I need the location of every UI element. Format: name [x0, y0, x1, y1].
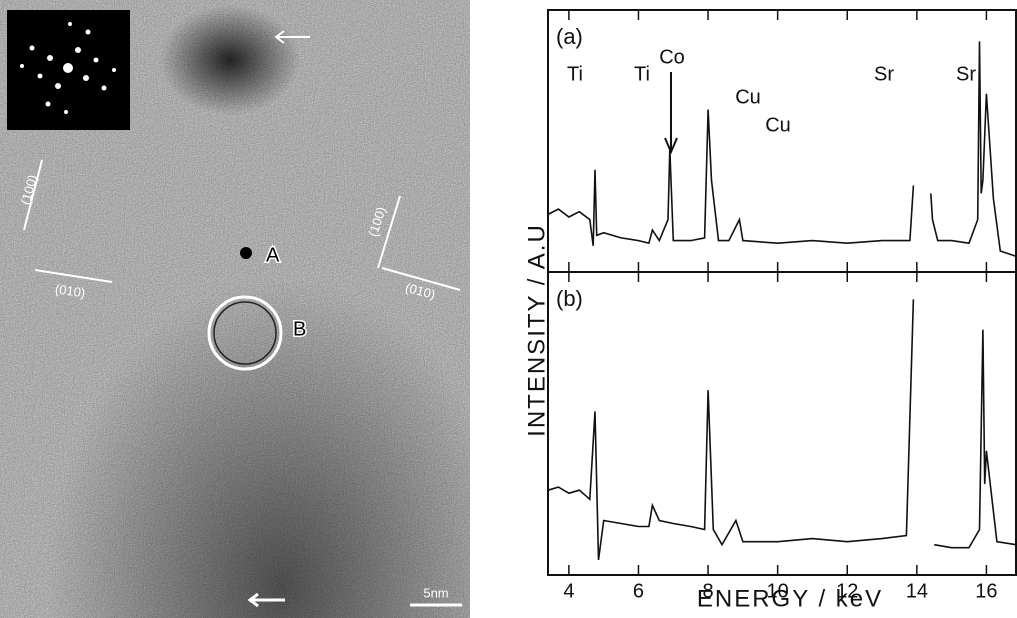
spectrum-line — [547, 299, 1017, 561]
peak-label: Ti — [567, 63, 583, 85]
y-axis-label: INTENSITY / A.U — [523, 223, 550, 437]
peak-label: Sr — [956, 63, 976, 85]
x-tick-label: 8 — [702, 580, 713, 602]
x-tick-label: 6 — [633, 580, 644, 602]
panel-label: (a) — [556, 24, 583, 49]
panel-label: (b) — [556, 286, 583, 311]
annotation-lines — [23, 159, 462, 607]
x-tick-label: 10 — [767, 580, 789, 602]
peak-label: Cu — [735, 86, 761, 108]
arrow — [274, 30, 310, 44]
x-tick-label: 16 — [975, 580, 997, 602]
peak-arrow — [664, 72, 678, 155]
plane-label: (010) — [54, 281, 86, 300]
plot-frame — [547, 271, 1017, 576]
scale-bar-label: 5nm — [423, 585, 448, 600]
x-axis-label: ENERGY / keV — [697, 585, 883, 612]
spectrum-line — [547, 41, 1017, 258]
peak-label: Cu — [765, 114, 791, 136]
peak-label: Ti — [634, 63, 650, 85]
tem-image: (100) (010) (100) (010) A B 5nm — [0, 0, 470, 618]
point-label: A — [266, 244, 280, 266]
point-label: B — [293, 318, 306, 340]
peak-label: Sr — [874, 63, 894, 85]
diffraction-spots — [20, 22, 116, 114]
plot-frame — [547, 9, 1017, 273]
x-tick-label: 4 — [563, 580, 574, 602]
x-tick-label: 12 — [836, 580, 858, 602]
peak-label: Co — [659, 46, 685, 68]
particle — [160, 5, 300, 115]
arrow — [247, 592, 285, 608]
point-marker — [240, 247, 252, 259]
x-tick-label: 14 — [906, 580, 928, 602]
